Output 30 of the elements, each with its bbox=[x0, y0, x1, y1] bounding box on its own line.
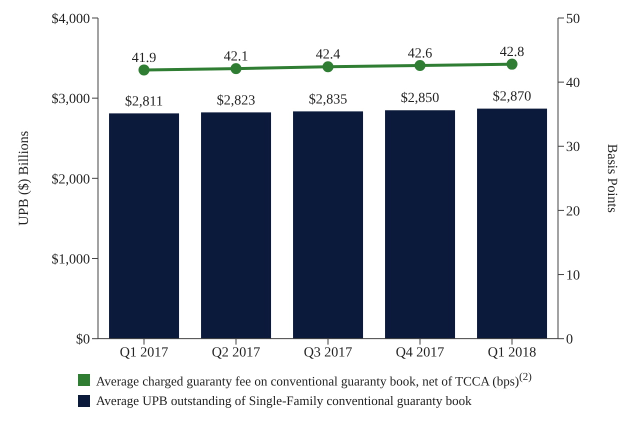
y2-axis-title: Basis Points bbox=[604, 144, 620, 213]
y2-tick-label: 30 bbox=[566, 140, 580, 156]
legend-label: Average UPB outstanding of Single-Family conventional guaranty book bbox=[96, 393, 472, 409]
x-tick-label: Q2 2017 bbox=[212, 346, 260, 361]
text: 42.8 bbox=[500, 45, 524, 60]
y2-tick-label: 50 bbox=[566, 12, 580, 27]
text: 41.9 bbox=[132, 50, 156, 66]
y2-tick-label: 0 bbox=[566, 332, 573, 348]
x-tick-label: Q4 2017 bbox=[396, 346, 444, 361]
y2-tick-label: 40 bbox=[566, 76, 580, 92]
y2-tick-label: 20 bbox=[566, 204, 580, 220]
text: 42.4 bbox=[316, 48, 340, 63]
legend-label: Average charged guaranty fee on conventional guaranty book, net of TCCA (bps)$^{(2)}$ bbox=[96, 370, 532, 389]
text: $2,811 bbox=[125, 94, 164, 110]
x-tick-label: Q3 2017 bbox=[304, 346, 352, 361]
y-tick-label: $1,000 bbox=[52, 252, 90, 268]
y-tick-label: $3,000 bbox=[52, 92, 90, 108]
y-tick-label: $4,000 bbox=[52, 12, 90, 27]
x-tick-label: Q1 2018 bbox=[488, 346, 536, 361]
text: $2,823 bbox=[216, 93, 256, 108]
text: 42.1 bbox=[224, 50, 248, 65]
text: 42.6 bbox=[408, 46, 432, 62]
text: $2,835 bbox=[308, 92, 348, 108]
text: $2,870 bbox=[492, 90, 532, 105]
y-axis-title: UPB ($) Billions bbox=[16, 130, 32, 226]
text: $2,850 bbox=[400, 91, 440, 106]
y2-tick-label: 10 bbox=[566, 268, 580, 284]
x-tick-label: Q1 2017 bbox=[120, 346, 168, 361]
y-tick-label: $2,000 bbox=[52, 172, 90, 188]
y-tick-label: $0 bbox=[76, 332, 90, 348]
